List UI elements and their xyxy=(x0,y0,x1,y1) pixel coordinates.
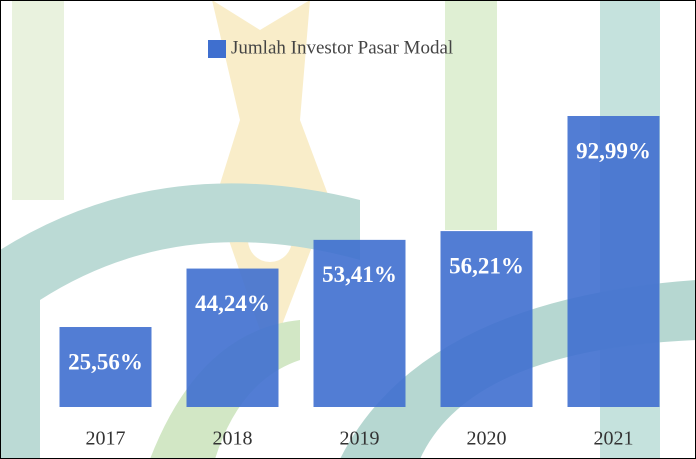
value-label: 25,56% xyxy=(68,349,143,374)
x-tick-label: 2021 xyxy=(594,428,634,450)
bar xyxy=(186,268,279,407)
x-tick-label: 2018 xyxy=(213,428,253,450)
value-label: 44,24% xyxy=(195,291,270,316)
legend-swatch xyxy=(208,40,226,58)
bar xyxy=(440,231,533,407)
value-label: 53,41% xyxy=(322,262,397,287)
value-label: 92,99% xyxy=(576,138,651,163)
bar xyxy=(59,327,152,407)
x-tick-label: 2020 xyxy=(467,428,507,450)
bar xyxy=(313,239,406,407)
value-label: 56,21% xyxy=(449,253,524,278)
x-tick-label: 2017 xyxy=(86,428,126,450)
legend-label: Jumlah Investor Pasar Modal xyxy=(231,37,453,58)
x-tick-label: 2019 xyxy=(340,428,380,450)
bar xyxy=(567,116,660,407)
